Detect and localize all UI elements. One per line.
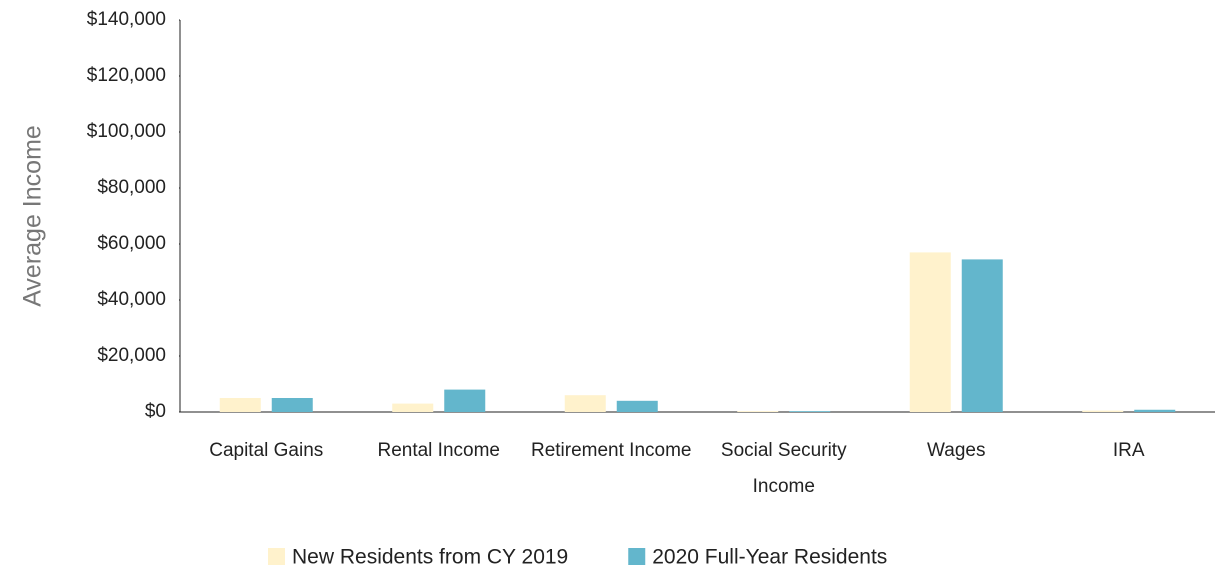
bar <box>392 403 434 412</box>
bar <box>1082 410 1124 412</box>
y-tick-label: $0 <box>145 401 166 422</box>
legend-swatch <box>268 548 285 565</box>
legend-label: New Residents from CY 2019 <box>292 546 568 569</box>
x-tick-label: Wages <box>927 440 986 461</box>
bar <box>219 398 261 412</box>
bar <box>737 411 779 412</box>
x-tick-label: Retirement Income <box>530 440 692 461</box>
y-tick-label: $100,000 <box>87 121 166 142</box>
y-tick-label: $80,000 <box>97 177 166 198</box>
bar <box>1134 409 1176 412</box>
y-axis-label: Average Income <box>19 125 47 307</box>
legend-label: 2020 Full-Year Residents <box>652 546 887 569</box>
y-tick-label: $40,000 <box>97 289 166 310</box>
bar <box>961 259 1003 412</box>
y-tick-label: $20,000 <box>97 345 166 366</box>
bar <box>789 411 831 412</box>
legend-swatch <box>628 548 646 565</box>
x-tick-label: Social Security Income <box>720 440 847 497</box>
bar <box>564 395 606 412</box>
y-tick-label: $140,000 <box>87 9 166 30</box>
y-tick-label: $120,000 <box>87 65 166 86</box>
y-tick-label: $60,000 <box>97 233 166 254</box>
bar <box>909 252 951 412</box>
x-tick-label: Rental Income <box>377 440 500 461</box>
bar <box>616 400 658 412</box>
bar <box>444 389 486 412</box>
x-tick-label: Capital Gains <box>209 440 324 461</box>
x-tick-label: IRA <box>1112 440 1145 461</box>
bar <box>271 398 313 412</box>
